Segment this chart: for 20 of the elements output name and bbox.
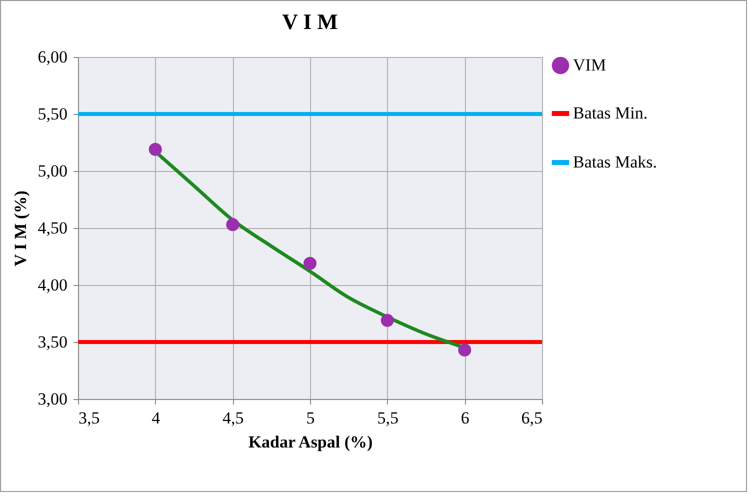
y-tick-label: 4,00 xyxy=(38,276,68,294)
x-tick-label: 4,5 xyxy=(222,408,244,428)
x-tick-label: 5,5 xyxy=(377,408,398,428)
legend-label: Batas Min. xyxy=(573,104,648,122)
y-tick-label: 3,50 xyxy=(38,332,68,352)
x-tick-label: 6 xyxy=(460,408,470,428)
y-tick-label: 5,00 xyxy=(38,162,68,180)
y-tick-label: 6,00 xyxy=(38,48,68,66)
x-tick-label: 4 xyxy=(152,408,161,428)
legend-label: Batas Maks. xyxy=(573,152,658,172)
x-tick-label: 3,5 xyxy=(78,408,100,428)
legend-label: VIM xyxy=(573,56,606,74)
chart-title: V I M xyxy=(282,9,338,34)
x-tick-label: 6,5 xyxy=(521,408,542,428)
y-tick-label: 4,50 xyxy=(38,218,68,238)
y-tick-label: 3,00 xyxy=(38,390,68,408)
y-axis-title: V I M (%) xyxy=(10,190,30,266)
x-axis-title: Kadar Aspal (%) xyxy=(248,432,373,452)
x-tick-label: 5 xyxy=(306,408,315,428)
y-tick-label: 5,50 xyxy=(38,104,68,124)
